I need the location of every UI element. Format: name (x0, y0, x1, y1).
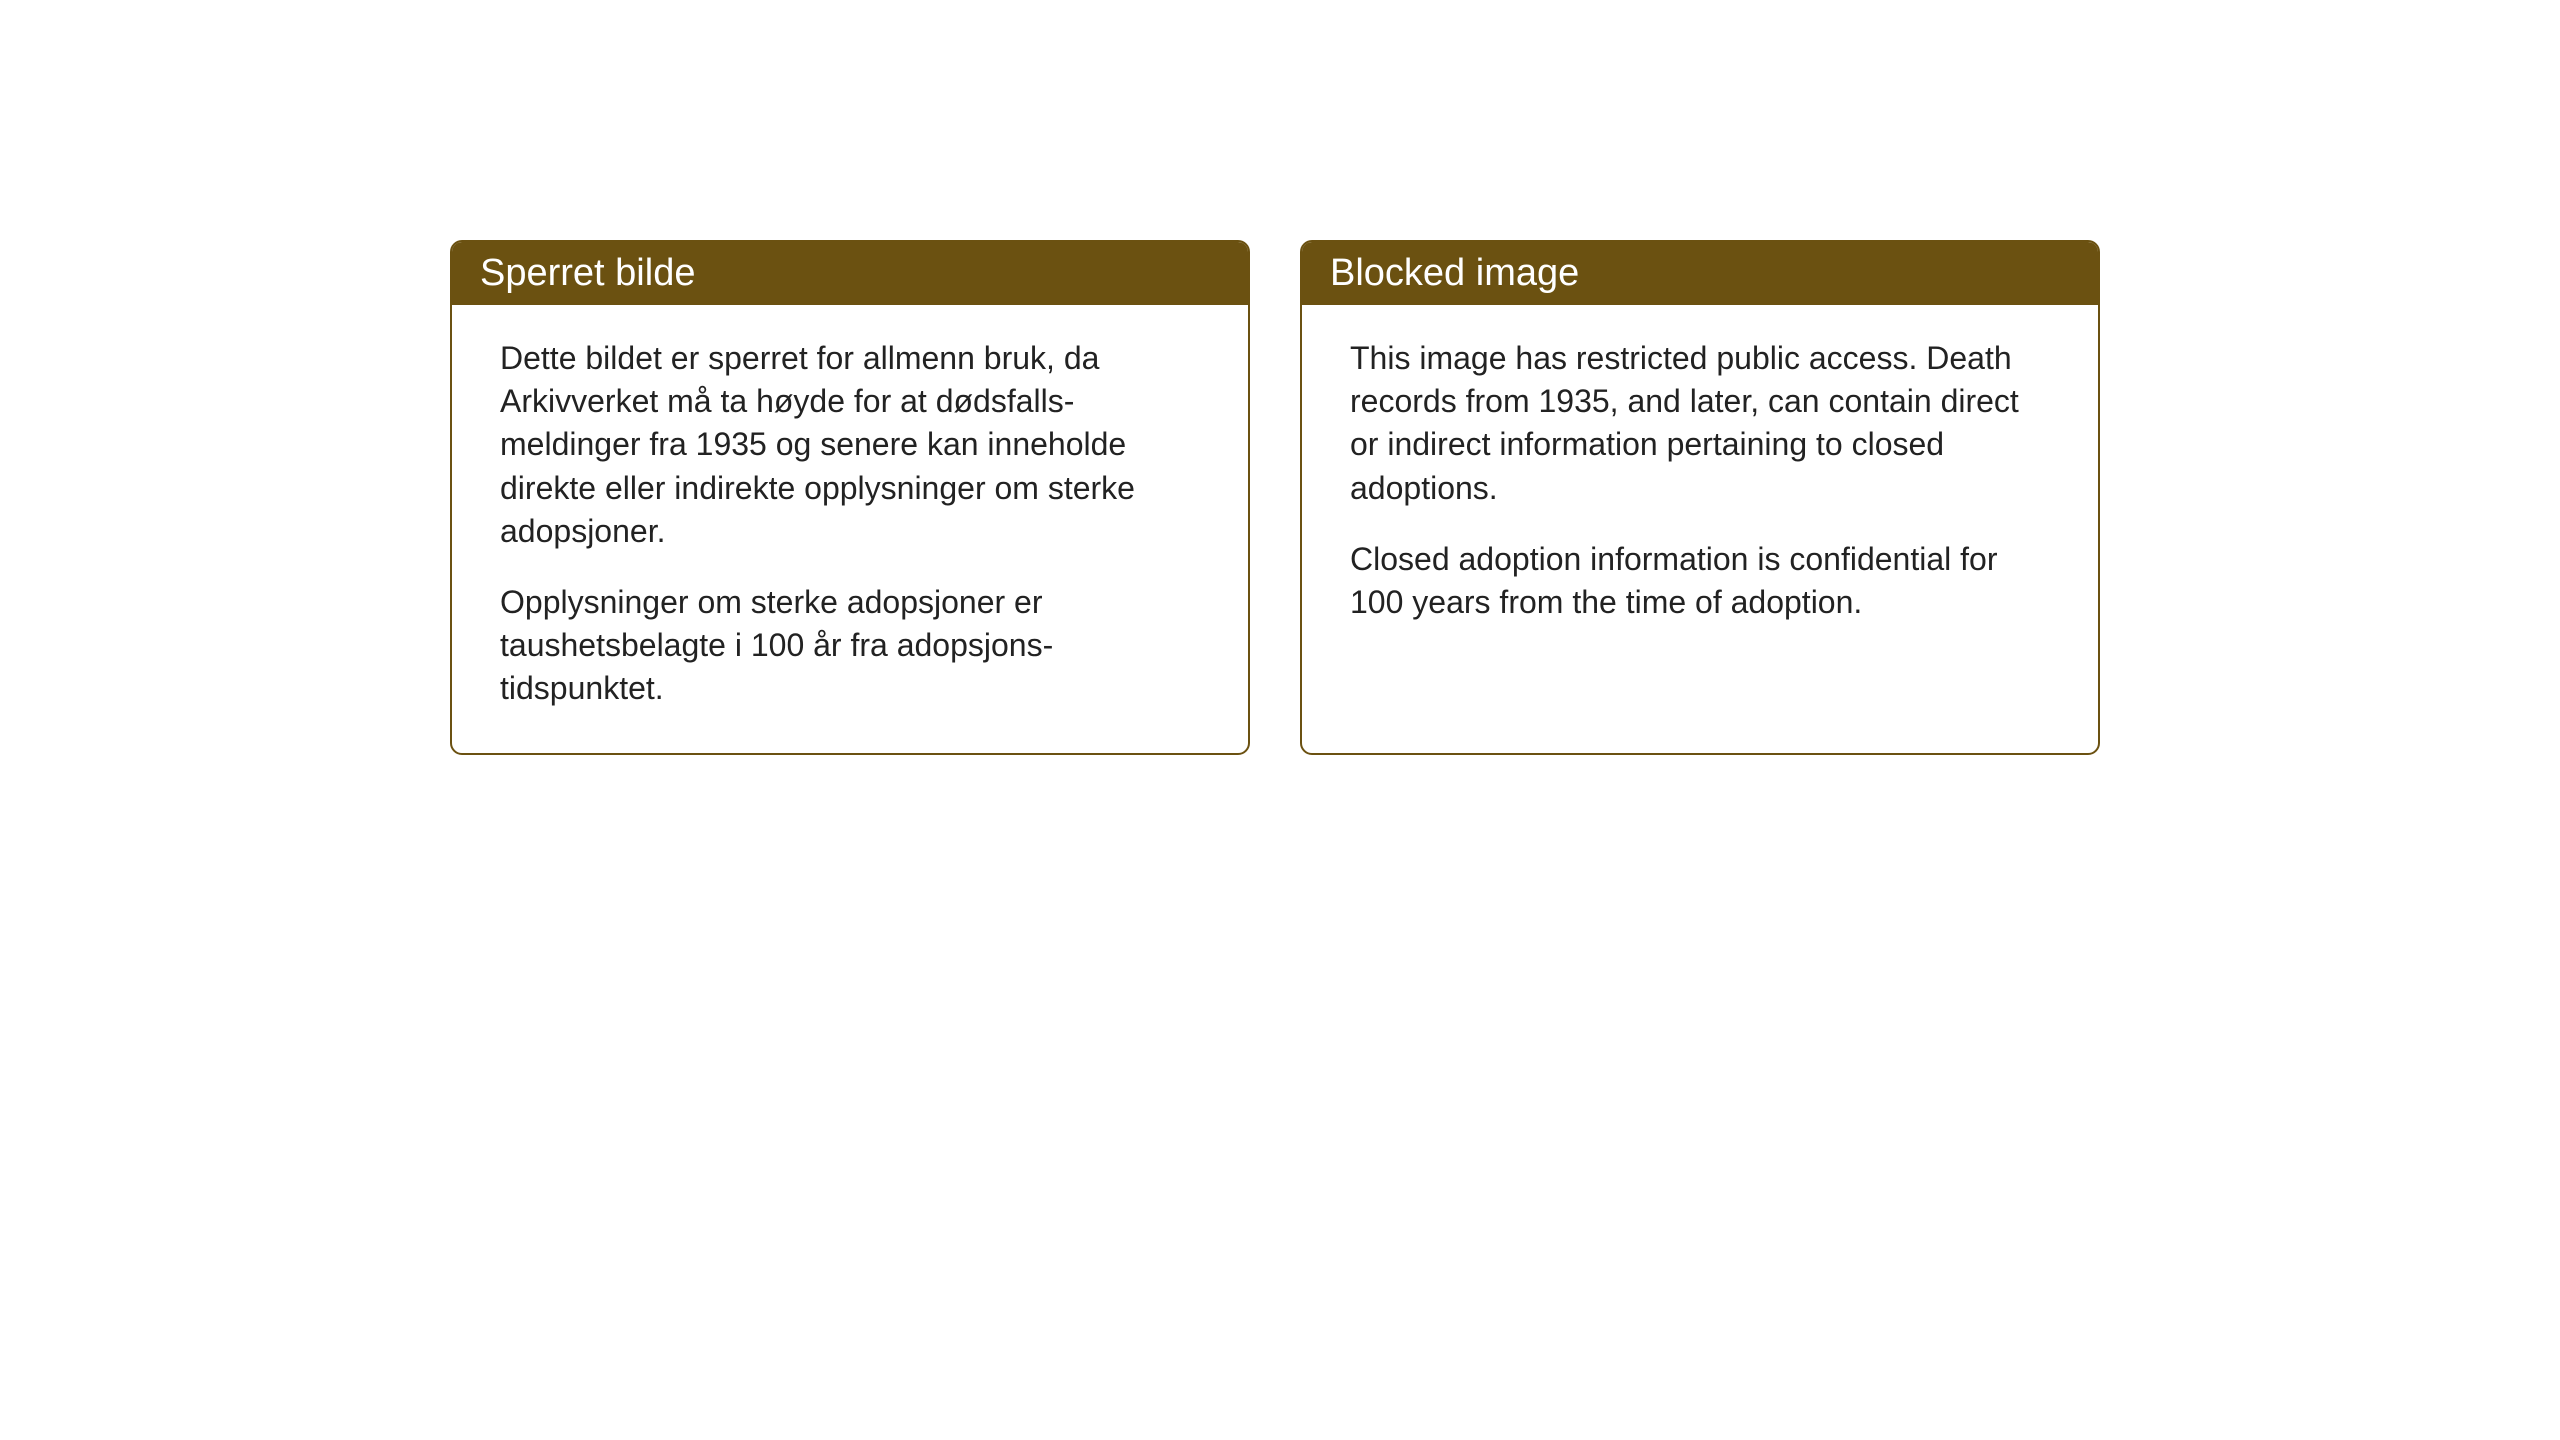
notice-paragraph-1-english: This image has restricted public access.… (1350, 337, 2050, 510)
notice-title-english: Blocked image (1330, 252, 1579, 294)
notice-container: Sperret bilde Dette bildet er sperret fo… (450, 240, 2100, 755)
notice-paragraph-1-norwegian: Dette bildet er sperret for allmenn bruk… (500, 337, 1200, 553)
notice-card-english: Blocked image This image has restricted … (1300, 240, 2100, 755)
notice-header-norwegian: Sperret bilde (452, 242, 1248, 305)
notice-paragraph-2-english: Closed adoption information is confident… (1350, 538, 2050, 624)
notice-card-norwegian: Sperret bilde Dette bildet er sperret fo… (450, 240, 1250, 755)
notice-paragraph-2-norwegian: Opplysninger om sterke adopsjoner er tau… (500, 581, 1200, 711)
notice-header-english: Blocked image (1302, 242, 2098, 305)
notice-title-norwegian: Sperret bilde (480, 252, 695, 294)
notice-body-norwegian: Dette bildet er sperret for allmenn bruk… (452, 305, 1248, 753)
notice-body-english: This image has restricted public access.… (1302, 305, 2098, 666)
